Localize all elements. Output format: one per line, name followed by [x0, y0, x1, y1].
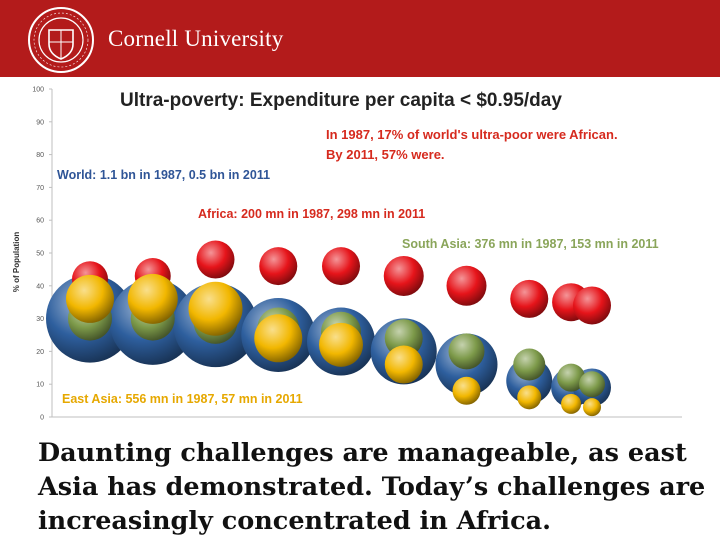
africa-bubble-1999 [322, 247, 360, 286]
east-asia-bubble-2005 [452, 376, 481, 405]
south-asia-bubble-2002 [384, 319, 423, 358]
annotation-world: World: 1.1 bn in 1987, 0.5 bn in 2011 [57, 168, 270, 182]
y-tick-label: 40 [36, 283, 44, 290]
y-tick-label: 90 [36, 119, 44, 126]
poverty-bubble-chart: % of Population 0 10 20 30 40 50 60 70 80 90 100 U… [12, 87, 682, 422]
east-asia-bubble-2010 [561, 393, 582, 414]
header-bar: Cornell University [0, 0, 720, 77]
y-axis-label: % of Population [12, 232, 21, 293]
east-asia-bubble-1987 [66, 274, 114, 323]
y-tick-label: 70 [36, 185, 44, 192]
africa-bubble-2002 [383, 255, 424, 296]
south-asia-bubble-2008 [513, 348, 546, 381]
south-asia-bubble-2005 [448, 333, 485, 370]
africa-bubble-1993 [196, 240, 235, 279]
africa-bubble-1996 [259, 247, 298, 286]
y-tick-label: 80 [36, 152, 44, 159]
annotation-south-asia: South Asia: 376 mn in 1987, 153 mn in 20… [402, 237, 659, 251]
y-tick-label: 60 [36, 218, 44, 225]
east-asia-bubble-1996 [254, 314, 303, 363]
east-asia-bubble-2011 [583, 398, 601, 417]
chart-title: Ultra-poverty: Expenditure per capita < … [120, 90, 562, 111]
south-asia-bubble-2010 [557, 363, 586, 392]
annotation-africa-share-2: By 2011, 57% were. [326, 147, 445, 162]
annotation-africa: Africa: 200 mn in 1987, 298 mn in 2011 [198, 207, 425, 221]
africa-bubble-2008 [510, 279, 549, 318]
east-asia-bubble-1993 [188, 281, 243, 336]
east-asia-bubble-1990 [127, 273, 178, 324]
south-asia-bubble-2011 [579, 371, 605, 398]
y-tick-label: 100 [32, 87, 44, 94]
annotation-africa-share-1: In 1987, 17% of world's ultra-poor were … [326, 127, 618, 142]
university-name: Cornell University [108, 26, 284, 51]
africa-bubble-2005 [446, 265, 487, 306]
y-tick-label: 30 [36, 316, 44, 323]
y-tick-label: 50 [36, 251, 44, 258]
east-asia-bubble-2008 [517, 385, 542, 410]
africa-bubble-2011 [573, 286, 611, 325]
cornell-seal-icon [28, 7, 94, 73]
slide-caption: Daunting challenges are manageable, as e… [38, 438, 706, 536]
y-tick-label: 10 [36, 382, 44, 389]
y-tick-label: 20 [36, 349, 44, 356]
y-tick-label: 0 [40, 415, 44, 422]
annotation-east-asia: East Asia: 556 mn in 1987, 57 mn in 2011 [62, 392, 303, 406]
east-asia-bubble-2002 [384, 345, 423, 384]
east-asia-bubble-1999 [319, 322, 363, 367]
